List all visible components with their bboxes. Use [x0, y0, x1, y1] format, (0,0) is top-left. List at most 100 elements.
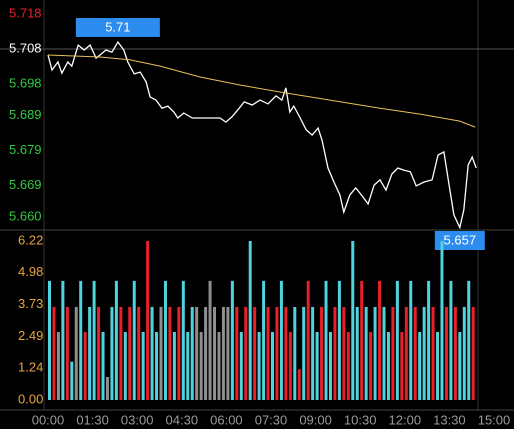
volume-bar — [449, 280, 453, 400]
value-badge-label: 5.71 — [105, 19, 130, 34]
volume-bar — [458, 332, 462, 400]
y-tick-label: 5.669 — [9, 177, 42, 192]
volume-bar — [293, 306, 297, 400]
volume-bar — [177, 306, 181, 400]
y-tick-label: 3.73 — [18, 296, 43, 311]
volume-bar — [306, 280, 310, 400]
volume-bar — [137, 306, 141, 400]
volume-bar — [101, 332, 105, 400]
value-badge — [434, 231, 485, 250]
volume-bar — [79, 280, 83, 400]
volume-bar — [119, 306, 123, 400]
x-tick-label: 09:00 — [299, 412, 332, 427]
y-tick-label: 4.98 — [18, 264, 43, 279]
volume-bar — [328, 332, 332, 400]
volume-bar — [88, 306, 92, 400]
volume-bar — [253, 306, 257, 400]
volume-bar — [311, 306, 315, 400]
volume-bar — [382, 306, 386, 400]
volume-bar — [208, 280, 212, 400]
volume-bar — [190, 306, 194, 400]
volume-bar — [70, 361, 74, 400]
volume-bar — [427, 280, 431, 400]
volume-bar — [141, 332, 145, 400]
volume-bar — [315, 332, 319, 400]
volume-bar — [186, 332, 190, 400]
y-tick-label: 2.49 — [18, 328, 43, 343]
volume-bar — [65, 306, 69, 400]
x-tick-label: 06:00 — [210, 412, 243, 427]
volume-bar — [284, 306, 288, 400]
volume-bar — [114, 280, 118, 400]
volume-bar — [297, 369, 301, 400]
volume-bar — [199, 332, 203, 400]
y-tick-label: 5.718 — [9, 5, 42, 20]
x-tick-label: 01:30 — [76, 412, 109, 427]
volume-bar — [337, 280, 341, 400]
volume-bar — [453, 306, 457, 400]
volume-bar — [235, 306, 239, 400]
volume-bar — [48, 280, 51, 400]
volume-bar — [409, 280, 413, 400]
volume-bar — [422, 306, 426, 400]
volume-bar — [172, 332, 176, 400]
volume-bar — [418, 332, 422, 400]
volume-bar — [257, 332, 261, 400]
y-tick-label: 5.698 — [9, 75, 42, 90]
y-tick-label: 5.679 — [9, 142, 42, 157]
volume-bar — [230, 280, 234, 400]
x-tick-label: 13:30 — [433, 412, 466, 427]
volume-bar — [204, 306, 208, 400]
volume-bar — [248, 241, 252, 400]
volume-bar — [244, 306, 248, 400]
volume-bar — [83, 332, 87, 400]
volume-bar — [378, 280, 382, 400]
y-tick-label: 5.660 — [9, 208, 42, 223]
volume-bar — [132, 280, 136, 400]
volume-bar — [128, 306, 132, 400]
volume-bar — [346, 332, 350, 400]
volume-bar — [413, 306, 417, 400]
volume-bar — [467, 280, 471, 400]
x-tick-label: 03:00 — [121, 412, 154, 427]
volume-bar — [221, 306, 225, 400]
volume-bar — [56, 332, 60, 400]
volume-bar — [391, 306, 395, 400]
y-tick-label: 5.689 — [9, 107, 42, 122]
volume-bar — [92, 280, 96, 400]
x-tick-label: 10:30 — [344, 412, 377, 427]
volume-bar — [275, 306, 279, 400]
volume-bar — [373, 306, 377, 400]
volume-bar — [360, 280, 364, 400]
y-tick-label: 1.24 — [18, 360, 43, 375]
volume-bar — [404, 306, 408, 400]
volume-bar — [324, 280, 328, 400]
volume-bar — [279, 280, 283, 400]
volume-bar — [386, 332, 390, 400]
volume-bar — [213, 306, 217, 400]
price-line — [47, 54, 476, 128]
volume-bar — [462, 306, 466, 400]
x-tick-label: 00:00 — [32, 412, 65, 427]
volume-bar — [351, 241, 355, 400]
volume-bar — [61, 280, 65, 400]
volume-bar — [369, 332, 373, 400]
volume-bar — [146, 241, 150, 400]
price-line — [47, 40, 477, 230]
volume-bar — [342, 306, 346, 400]
volume-bar — [74, 306, 78, 400]
volume-bar — [400, 332, 404, 400]
volume-bar — [52, 306, 56, 400]
volume-bar — [239, 332, 243, 400]
volume-bar — [226, 306, 230, 400]
volume-bar — [320, 306, 324, 400]
x-tick-label: 07:30 — [255, 412, 288, 427]
volume-bar — [195, 306, 199, 400]
volume-bar — [364, 306, 368, 400]
x-tick-label: 15:00 — [478, 412, 511, 427]
volume-bar — [110, 306, 114, 400]
x-tick-label: 04:30 — [166, 412, 199, 427]
volume-bar — [97, 306, 101, 400]
volume-bar — [266, 306, 270, 400]
